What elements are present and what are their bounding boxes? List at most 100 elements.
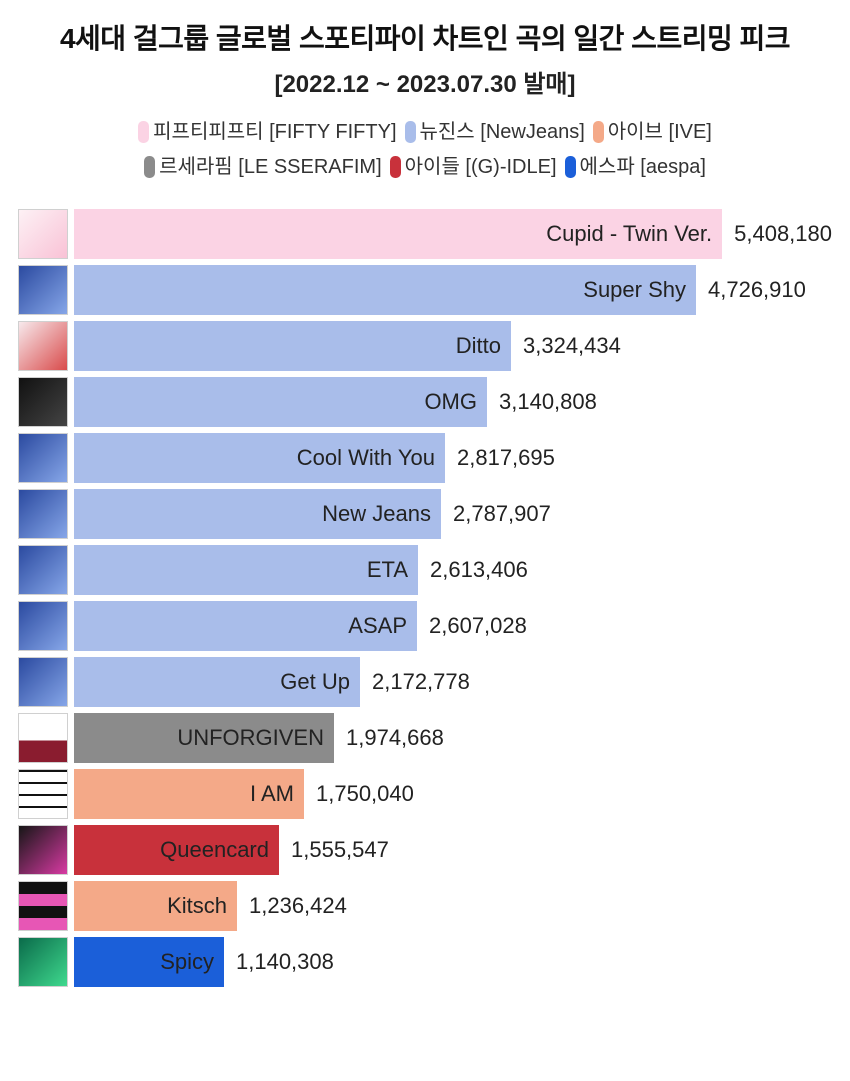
bar-value: 3,140,808: [499, 389, 597, 415]
bar: Ditto: [74, 321, 511, 371]
bar-label: ETA: [367, 557, 408, 583]
bar: ETA: [74, 545, 418, 595]
bar-value: 5,408,180: [734, 221, 832, 247]
bar-cell: Get Up 2,172,778: [74, 657, 832, 707]
chart-row: Queencard 1,555,547: [18, 825, 832, 875]
legend-item: 뉴진스 [NewJeans]: [405, 117, 585, 147]
album-thumb: [18, 601, 68, 651]
bar: Get Up: [74, 657, 360, 707]
bar-label: OMG: [424, 389, 477, 415]
bar-cell: Spicy 1,140,308: [74, 937, 832, 987]
legend-swatch: [144, 156, 155, 178]
album-thumb: [18, 713, 68, 763]
album-thumb: [18, 657, 68, 707]
bar-value: 1,555,547: [291, 837, 389, 863]
bar-label: ASAP: [348, 613, 407, 639]
legend-swatch: [565, 156, 576, 178]
legend: 피프티피프티 [FIFTY FIFTY] 뉴진스 [NewJeans] 아이브 [I…: [18, 117, 832, 187]
legend-swatch: [593, 121, 604, 143]
bar-label: UNFORGIVEN: [177, 725, 324, 751]
bar-label: Kitsch: [167, 893, 227, 919]
chart-row: New Jeans 2,787,907: [18, 489, 832, 539]
bar-value: 4,726,910: [708, 277, 806, 303]
bar: Super Shy: [74, 265, 696, 315]
bar-cell: Ditto 3,324,434: [74, 321, 832, 371]
bar-value: 2,817,695: [457, 445, 555, 471]
chart-row: Super Shy 4,726,910: [18, 265, 832, 315]
bar-value: 2,613,406: [430, 557, 528, 583]
album-thumb: [18, 433, 68, 483]
legend-swatch: [390, 156, 401, 178]
legend-item: 에스파 [aespa]: [565, 152, 706, 182]
album-thumb: [18, 209, 68, 259]
album-thumb: [18, 265, 68, 315]
chart-row: I AM 1,750,040: [18, 769, 832, 819]
chart-row: Cupid - Twin Ver. 5,408,180: [18, 209, 832, 259]
bar: OMG: [74, 377, 487, 427]
bar-value: 1,140,308: [236, 949, 334, 975]
bar-label: I AM: [250, 781, 294, 807]
chart-row: Cool With You 2,817,695: [18, 433, 832, 483]
album-thumb: [18, 489, 68, 539]
legend-item: 피프티피프티 [FIFTY FIFTY]: [138, 117, 396, 147]
bar-cell: Kitsch 1,236,424: [74, 881, 832, 931]
bar-value: 1,974,668: [346, 725, 444, 751]
album-thumb: [18, 825, 68, 875]
bar-value: 2,172,778: [372, 669, 470, 695]
bar-value: 3,324,434: [523, 333, 621, 359]
bar-cell: Super Shy 4,726,910: [74, 265, 832, 315]
legend-label: 뉴진스 [NewJeans]: [420, 117, 585, 147]
chart-row: OMG 3,140,808: [18, 377, 832, 427]
chart-title: 4세대 걸그룹 글로벌 스포티파이 차트인 곡의 일간 스트리밍 피크: [18, 20, 832, 58]
bar-cell: Cupid - Twin Ver. 5,408,180: [74, 209, 832, 259]
bar: ASAP: [74, 601, 417, 651]
bar-cell: New Jeans 2,787,907: [74, 489, 832, 539]
legend-swatch: [405, 121, 416, 143]
chart-row: ETA 2,613,406: [18, 545, 832, 595]
bar-cell: ASAP 2,607,028: [74, 601, 832, 651]
legend-label: 아이들 [(G)-IDLE]: [405, 152, 557, 182]
chart-row: Kitsch 1,236,424: [18, 881, 832, 931]
album-thumb: [18, 881, 68, 931]
album-thumb: [18, 377, 68, 427]
legend-label: 아이브 [IVE]: [608, 117, 712, 147]
legend-item: 아이브 [IVE]: [593, 117, 712, 147]
bar: Queencard: [74, 825, 279, 875]
bar: Cupid - Twin Ver.: [74, 209, 722, 259]
album-thumb: [18, 321, 68, 371]
bar-label: New Jeans: [322, 501, 431, 527]
bar-value: 1,236,424: [249, 893, 347, 919]
bar-cell: UNFORGIVEN 1,974,668: [74, 713, 832, 763]
bar: I AM: [74, 769, 304, 819]
bar-value: 2,607,028: [429, 613, 527, 639]
album-thumb: [18, 937, 68, 987]
legend-row: 피프티피프티 [FIFTY FIFTY] 뉴진스 [NewJeans] 아이브 [I…: [18, 117, 832, 152]
bar-label: Get Up: [280, 669, 350, 695]
bar-value: 1,750,040: [316, 781, 414, 807]
chart-row: ASAP 2,607,028: [18, 601, 832, 651]
bar-cell: Queencard 1,555,547: [74, 825, 832, 875]
bar-value: 2,787,907: [453, 501, 551, 527]
legend-row: 르세라핌 [LE SSERAFIM] 아이들 [(G)-IDLE] 에스파 [aes…: [18, 152, 832, 187]
bar-cell: ETA 2,613,406: [74, 545, 832, 595]
bar-label: Queencard: [160, 837, 269, 863]
bar: Spicy: [74, 937, 224, 987]
bar-cell: Cool With You 2,817,695: [74, 433, 832, 483]
bar-label: Super Shy: [583, 277, 686, 303]
bar-label: Cool With You: [297, 445, 435, 471]
legend-label: 에스파 [aespa]: [580, 152, 706, 182]
chart-row: UNFORGIVEN 1,974,668: [18, 713, 832, 763]
legend-label: 르세라핌 [LE SSERAFIM]: [159, 152, 382, 182]
chart-subtitle: [2022.12 ~ 2023.07.30 발매]: [18, 64, 832, 99]
legend-item: 아이들 [(G)-IDLE]: [390, 152, 557, 182]
bar-chart: Cupid - Twin Ver. 5,408,180 Super Shy 4,726…: [18, 209, 832, 987]
bar: New Jeans: [74, 489, 441, 539]
chart-row: Get Up 2,172,778: [18, 657, 832, 707]
album-thumb: [18, 545, 68, 595]
bar: UNFORGIVEN: [74, 713, 334, 763]
bar-cell: I AM 1,750,040: [74, 769, 832, 819]
bar-label: Cupid - Twin Ver.: [546, 221, 712, 247]
bar-label: Ditto: [456, 333, 501, 359]
album-thumb: [18, 769, 68, 819]
bar-label: Spicy: [160, 949, 214, 975]
